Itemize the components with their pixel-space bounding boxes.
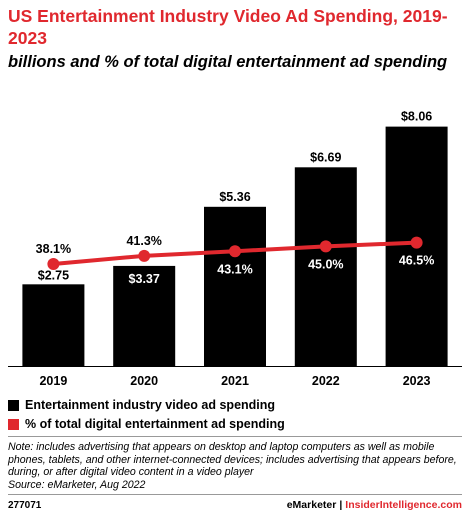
bar-label-2019: $2.75: [38, 268, 69, 282]
bar-2019: [22, 284, 85, 366]
chart-id: 277071: [8, 500, 42, 511]
legend-item-bars: Entertainment industry video ad spending: [8, 398, 275, 412]
note-divider: [8, 436, 462, 437]
line-label-2023: 46.5%: [399, 254, 434, 268]
note-text: Note: includes advertising that appears …: [8, 441, 457, 479]
chart-title: US Entertainment Industry Video Ad Spend…: [8, 6, 448, 48]
legend-item-line: % of total digital entertainment ad spen…: [8, 417, 285, 431]
legend-label-line: % of total digital entertainment ad spen…: [25, 417, 285, 431]
bar-label-2023: $8.06: [401, 110, 432, 124]
bar-label-2021: $5.36: [219, 190, 250, 204]
line-point-2019: [47, 258, 60, 270]
chart-subtitle: billions and % of total digital entertai…: [8, 53, 448, 71]
bar-2022: [294, 167, 357, 366]
bar-2021: [204, 206, 266, 366]
line-label-2020: 41.3%: [126, 234, 161, 248]
brand-footer: eMarketer | InsiderIntelligence.com: [287, 499, 462, 511]
line-label-2021: 43.1%: [217, 262, 252, 276]
bar-label-2022: $6.69: [310, 150, 341, 164]
bar-2020: [113, 265, 176, 366]
line-point-2020: [138, 249, 151, 262]
x-tick-label-2020: 2020: [130, 374, 158, 388]
line-point-2021: [229, 245, 241, 258]
line-label-2022: 45.0%: [308, 257, 343, 271]
bar-label-2020: $3.37: [129, 272, 160, 286]
legend-swatch-bars: [8, 399, 19, 411]
legend-swatch-line: [8, 418, 19, 430]
line-point-2023: [410, 236, 423, 249]
x-tick-label-2023: 2023: [403, 374, 431, 388]
x-tick-label-2019: 2019: [39, 374, 67, 388]
x-tick-label-2022: 2022: [312, 374, 340, 388]
x-tick-label-2021: 2021: [221, 374, 249, 388]
footer-divider: [8, 494, 462, 495]
brand-insider-intelligence: InsiderIntelligence.com: [345, 499, 462, 511]
chart-note: Note: includes advertising that appears …: [8, 441, 466, 491]
legend-label-bars: Entertainment industry video ad spending: [25, 398, 276, 412]
source-text: Source: eMarketer, Aug 2022: [8, 478, 146, 491]
brand-separator: |: [339, 499, 343, 511]
brand-emarketer: eMarketer: [286, 499, 337, 511]
line-point-2022: [319, 240, 332, 253]
chart-plot: $2.75 $3.37 $5.36 $6.69 $8.06 38.1% 41.3% 43.1%…: [8, 110, 462, 388]
line-label-2019: 38.1%: [36, 242, 71, 256]
